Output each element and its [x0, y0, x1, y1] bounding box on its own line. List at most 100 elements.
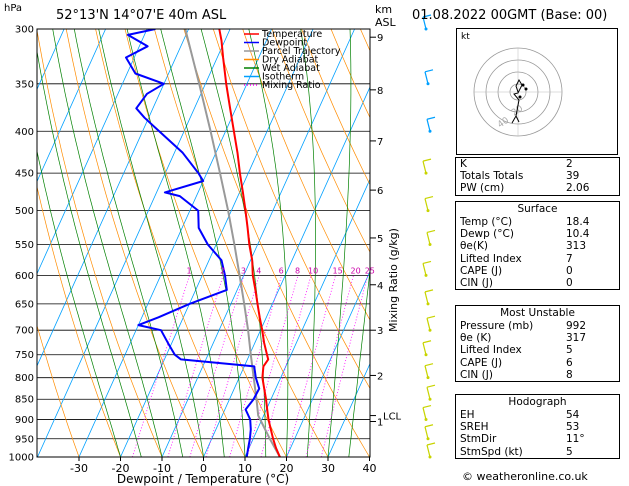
wind-barb — [426, 232, 431, 245]
wind-barb-flag — [424, 363, 434, 367]
isotherm — [203, 86, 370, 457]
legend-entry: Dry Adiabat — [262, 55, 319, 66]
x-tick-label: 10 — [238, 462, 252, 475]
pressure-tick-label: 300 — [15, 25, 34, 36]
isotherm — [37, 29, 106, 183]
wind-barb-flag — [424, 196, 434, 200]
pressure-tick-label: 350 — [15, 79, 34, 90]
dry-adiabat — [37, 29, 163, 457]
wind-barb-base — [426, 209, 430, 213]
wind-barb — [422, 160, 427, 174]
km-tick-label: 8 — [377, 86, 383, 97]
wet-adiabat — [37, 49, 142, 457]
km-tick-label: 6 — [377, 186, 383, 197]
stat-value: 5 — [566, 344, 573, 357]
stat-label: Lifted Index — [460, 252, 522, 265]
dry-adiabat — [212, 29, 370, 390]
mixing-ratio-line — [305, 275, 354, 457]
pressure-tick-label: 750 — [15, 350, 34, 361]
stat-label: Lifted Index — [460, 344, 522, 357]
legend-entry: Parcel Trajectory — [262, 46, 341, 57]
hodograph-unit: kt — [461, 32, 470, 42]
stat-value: 6 — [566, 356, 573, 369]
stat-value: 8 — [566, 368, 573, 381]
stat-value: 54 — [566, 409, 580, 421]
pressure-tick-label: 400 — [15, 127, 34, 138]
mixing-ratio-line — [205, 275, 260, 457]
wind-barb-base — [428, 129, 432, 133]
isotherm — [327, 362, 370, 457]
mixing-ratio-label: 15 — [333, 266, 343, 275]
wind-barb-base — [424, 171, 428, 175]
stat-value: 11° — [566, 433, 585, 446]
stat-value: 317 — [566, 332, 587, 345]
stat-value: 992 — [566, 320, 587, 332]
wind-barb-flag — [422, 340, 432, 344]
isotherm — [120, 29, 314, 457]
stat-label: CAPE (J) — [460, 264, 503, 277]
isotherm — [37, 29, 189, 367]
x-tick-label: 0 — [200, 462, 207, 475]
stat-label: Pressure (mb) — [460, 320, 534, 332]
wet-adiabat — [248, 29, 289, 457]
datetime-title: 01.08.2022 00GMT (Base: 00) — [412, 8, 608, 23]
pressure-tick-label: 900 — [15, 415, 34, 426]
km-tick-label: 9 — [377, 33, 383, 44]
isotherm — [244, 178, 370, 457]
isotherm — [161, 29, 355, 457]
pressure-tick-label: 450 — [15, 169, 34, 180]
pressure-tick-label: 550 — [15, 240, 34, 251]
legend-entry: Temperature — [261, 29, 322, 40]
wind-barb — [424, 198, 429, 211]
stat-label: EH — [460, 409, 475, 421]
wind-barb — [426, 387, 431, 400]
dry-adiabat — [95, 29, 246, 457]
x-tick-label: -10 — [153, 462, 171, 475]
x-tick-label: 30 — [321, 462, 335, 475]
wind-barb-base — [428, 397, 432, 401]
wind-barb — [426, 444, 431, 458]
stat-label: K — [460, 158, 467, 170]
pressure-tick-label: 800 — [15, 373, 34, 384]
dry-adiabat — [154, 29, 329, 457]
wind-barb-flag — [424, 69, 434, 73]
wet-adiabat — [327, 29, 352, 457]
series-line-parcel-trajectory — [184, 29, 281, 457]
hodograph-table: Hodograph EH 54 SREH 53 StmDir 11° StmSpd (… — [455, 394, 620, 459]
wind-barb — [424, 365, 429, 378]
mixing-ratio-line — [286, 275, 336, 457]
wet-adiabat — [300, 29, 316, 457]
stat-value: 313 — [566, 240, 587, 253]
hodograph-table-title: Hodograph — [508, 396, 567, 408]
pressure-unit-label: hPa — [4, 3, 23, 14]
wind-barb — [424, 426, 429, 439]
km-tick-label: 4 — [377, 281, 383, 292]
wind-barb-base — [424, 418, 428, 422]
x-tick-label: 40 — [363, 462, 377, 475]
wind-barb — [422, 16, 427, 30]
stat-value: 5 — [566, 445, 573, 458]
wind-barb-base — [424, 27, 428, 31]
most-unstable-table: Most Unstable Pressure (mb) 992 θe (K) 317… — [455, 305, 620, 382]
stat-value: 0 — [566, 264, 573, 277]
mixing-ratio-line — [167, 275, 224, 457]
stat-value: 2 — [566, 158, 573, 170]
dry-adiabat — [271, 29, 370, 253]
hodograph-point — [518, 95, 522, 99]
x-tick-label: -30 — [70, 462, 88, 475]
wind-barb-base — [426, 376, 430, 380]
wind-barb-base — [426, 82, 430, 86]
stat-value: 2.06 — [566, 182, 590, 195]
km-label: km — [375, 3, 393, 16]
wind-barb-flag — [422, 14, 432, 18]
hodograph-frame — [456, 28, 618, 155]
wind-barb-flag — [426, 315, 436, 319]
pressure-tick-label: 950 — [15, 434, 34, 445]
isotherm — [286, 270, 370, 457]
most-unstable-title: Most Unstable — [500, 307, 575, 319]
stat-label: Temp (°C) — [460, 216, 513, 228]
hodograph-storm-arrow — [511, 115, 520, 124]
legend-entry: Dewpoint — [262, 38, 307, 49]
